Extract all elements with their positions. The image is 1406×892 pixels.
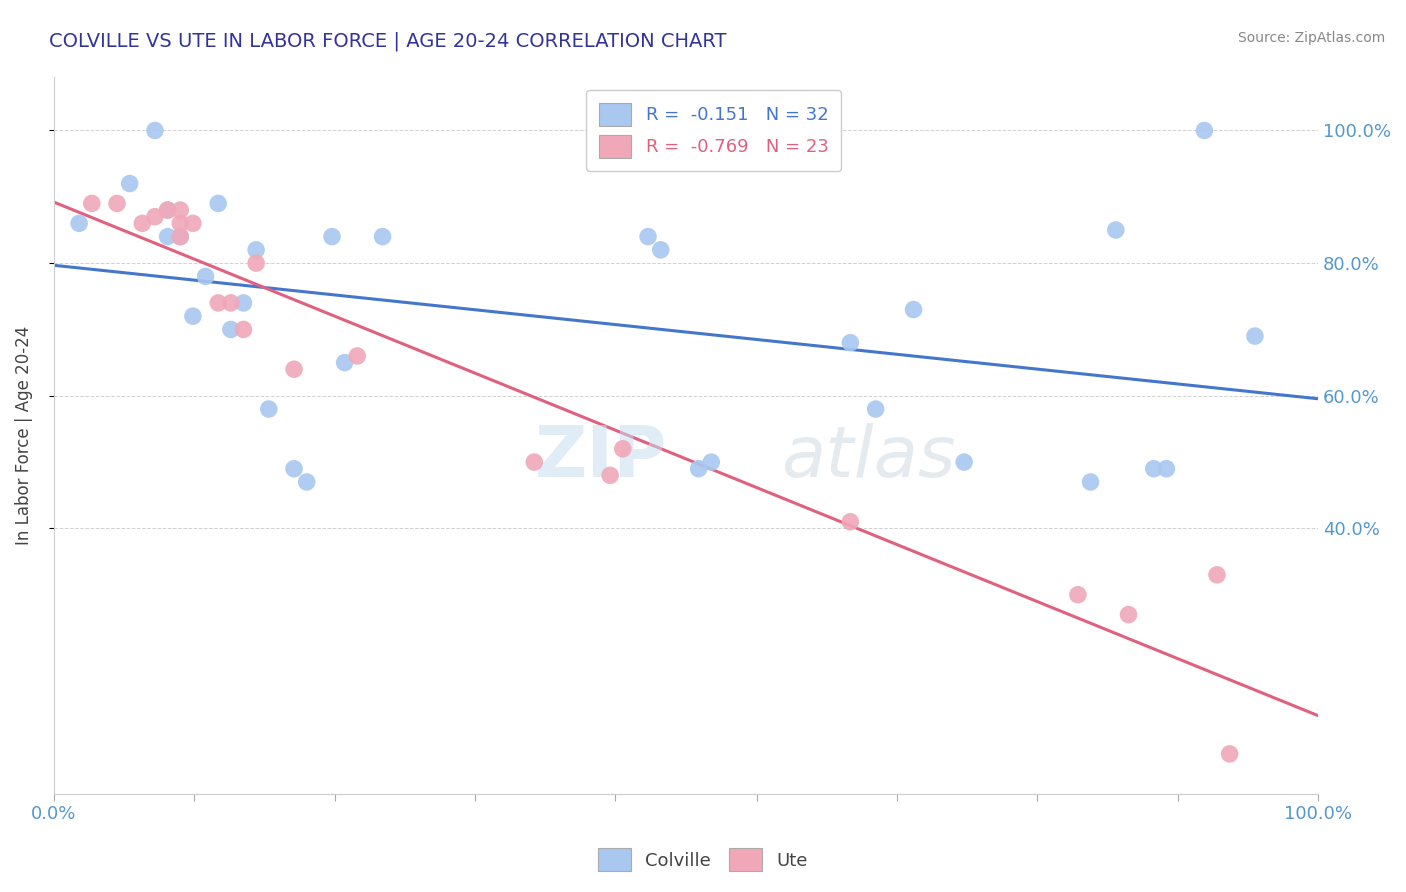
Point	[688, 461, 710, 475]
Text: atlas: atlas	[780, 423, 956, 491]
Point	[156, 203, 179, 218]
Point	[156, 229, 179, 244]
Point	[207, 196, 229, 211]
Point	[105, 196, 128, 211]
Point	[1067, 588, 1090, 602]
Point	[321, 229, 343, 244]
Point	[181, 309, 204, 323]
Point	[169, 216, 191, 230]
Point	[1244, 329, 1267, 343]
Point	[1105, 223, 1128, 237]
Point	[169, 203, 191, 218]
Point	[346, 349, 368, 363]
Point	[181, 216, 204, 230]
Point	[523, 455, 546, 469]
Point	[295, 475, 318, 489]
Point	[257, 402, 280, 417]
Point	[131, 216, 153, 230]
Point	[232, 296, 254, 310]
Point	[80, 196, 103, 211]
Point	[118, 177, 141, 191]
Point	[283, 461, 305, 475]
Point	[903, 302, 925, 317]
Point	[700, 455, 723, 469]
Point	[839, 335, 862, 350]
Point	[333, 356, 356, 370]
Legend: R =  -0.151   N = 32, R =  -0.769   N = 23: R = -0.151 N = 32, R = -0.769 N = 23	[586, 90, 841, 170]
Point	[1156, 461, 1178, 475]
Text: Source: ZipAtlas.com: Source: ZipAtlas.com	[1237, 31, 1385, 45]
Point	[169, 229, 191, 244]
Point	[219, 322, 242, 336]
Point	[637, 229, 659, 244]
Point	[1206, 567, 1229, 582]
Point	[245, 243, 267, 257]
Point	[207, 296, 229, 310]
Point	[169, 229, 191, 244]
Point	[1194, 123, 1216, 137]
Point	[283, 362, 305, 376]
Point	[219, 296, 242, 310]
Point	[650, 243, 672, 257]
Point	[245, 256, 267, 270]
Point	[865, 402, 887, 417]
Point	[143, 210, 166, 224]
Text: ZIP: ZIP	[534, 423, 666, 491]
Legend: Colville, Ute: Colville, Ute	[592, 841, 814, 879]
Y-axis label: In Labor Force | Age 20-24: In Labor Force | Age 20-24	[15, 326, 32, 545]
Point	[194, 269, 217, 284]
Point	[67, 216, 90, 230]
Point	[1118, 607, 1140, 622]
Point	[612, 442, 634, 456]
Point	[1219, 747, 1241, 761]
Point	[599, 468, 621, 483]
Point	[156, 203, 179, 218]
Text: COLVILLE VS UTE IN LABOR FORCE | AGE 20-24 CORRELATION CHART: COLVILLE VS UTE IN LABOR FORCE | AGE 20-…	[49, 31, 727, 51]
Point	[371, 229, 394, 244]
Point	[953, 455, 976, 469]
Point	[1080, 475, 1102, 489]
Point	[143, 123, 166, 137]
Point	[839, 515, 862, 529]
Point	[232, 322, 254, 336]
Point	[1143, 461, 1166, 475]
